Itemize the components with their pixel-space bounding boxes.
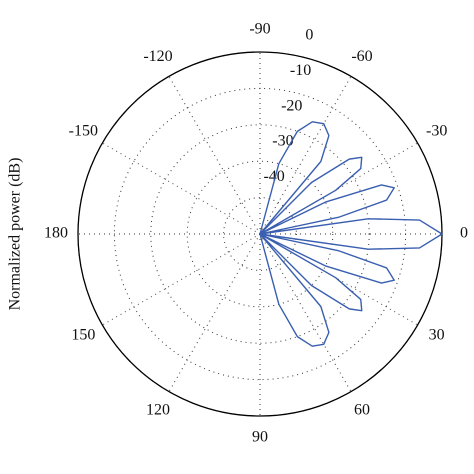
pattern-line: [259, 121, 443, 347]
grid-ring: [150, 124, 370, 344]
grid-spoke: [168, 233, 261, 392]
grid-spoke: [259, 233, 352, 392]
r-tick-label: -30: [272, 133, 293, 150]
theta-tick-label: 150: [71, 327, 95, 344]
y-axis-label: Normalized power (dB): [7, 158, 24, 311]
theta-tick-label: 180: [44, 225, 68, 242]
theta-tick-label: 60: [354, 401, 370, 418]
r-tick-label: -10: [290, 62, 311, 79]
theta-tick-label: -30: [426, 123, 447, 140]
theta-tick-label: 0: [460, 225, 468, 242]
grid-spoke: [168, 76, 261, 235]
theta-tick-label: -120: [143, 48, 172, 65]
theta-tick-label: 120: [146, 401, 170, 418]
r-tick-label: 0: [305, 27, 313, 44]
theta-tick-label: -150: [69, 123, 98, 140]
theta-tick-label: 30: [429, 327, 445, 344]
grid-spoke: [259, 76, 352, 235]
r-tick-label: -20: [281, 97, 302, 114]
theta-tick-label: -90: [249, 21, 270, 38]
grid-spoke: [102, 233, 261, 326]
grid-ring: [113, 87, 407, 381]
theta-tick-label: 90: [252, 429, 268, 446]
grid-ring: [186, 160, 334, 308]
r-tick-label: -40: [263, 168, 284, 185]
grid-spoke: [102, 142, 261, 235]
theta-tick-label: -60: [351, 48, 372, 65]
